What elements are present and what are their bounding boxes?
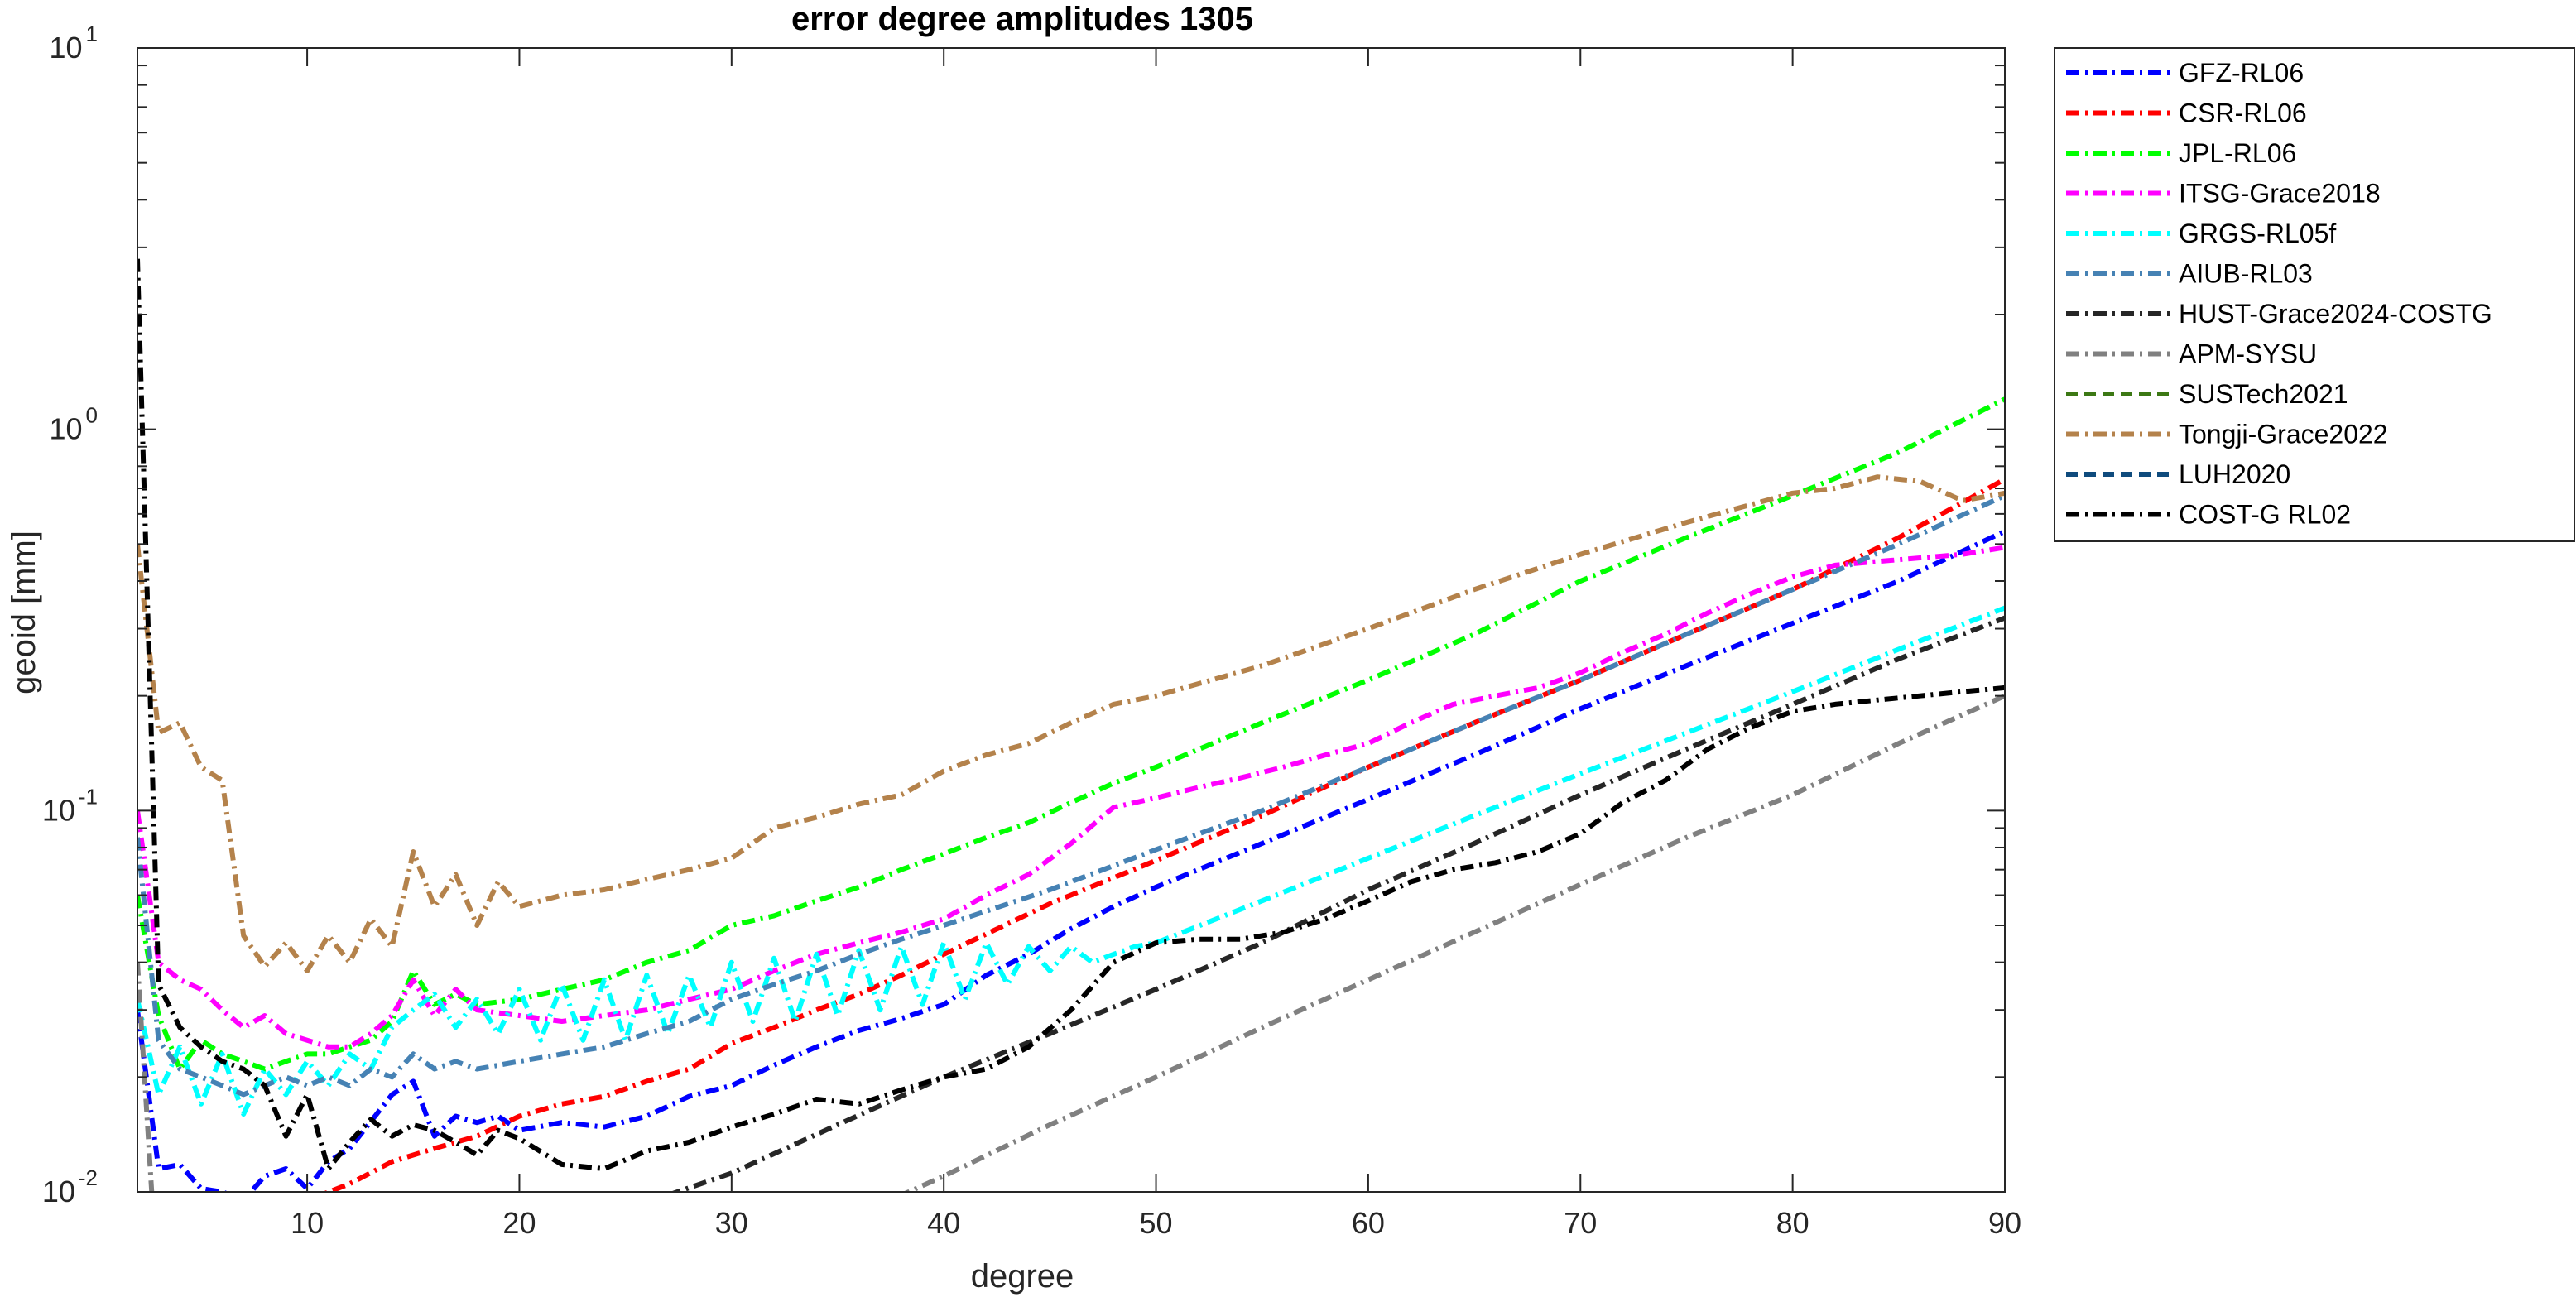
- axes-box: [137, 47, 2006, 1193]
- legend-box: [2054, 47, 2575, 542]
- legend-entry: COST-G RL02: [2179, 500, 2351, 530]
- x-tick-label: 40: [927, 1206, 960, 1240]
- x-tick-label: 90: [1988, 1206, 2021, 1240]
- series-line-tongji-grace2022: [137, 474, 2005, 973]
- series-line-gfz-rl06: [137, 529, 2005, 1192]
- legend-entry: Tongji-Grace2022: [2179, 420, 2388, 449]
- legend-entry: AIUB-RL03: [2179, 259, 2313, 289]
- series-line-cost-g-rl02: [137, 258, 2005, 1171]
- legend-entry: APM-SYSU: [2179, 339, 2317, 369]
- x-tick-label: 20: [502, 1206, 536, 1240]
- legend-entry: HUST-Grace2024-COSTG: [2179, 299, 2492, 329]
- series-line-itsg-grace2018: [137, 545, 2005, 1050]
- legend-entry: ITSG-Grace2018: [2179, 179, 2381, 209]
- legend-entry: SUSTech2021: [2179, 379, 2348, 409]
- x-tick-label: 10: [291, 1206, 324, 1240]
- legend: GFZ-RL06 CSR-RL06 JPL-RL06 ITSG-Grace2018 GR…: [2054, 47, 2575, 542]
- y-tick-exponent: 0: [86, 403, 98, 428]
- legend-entry: GFZ-RL06: [2179, 58, 2304, 88]
- y-tick-exponent: -2: [79, 1165, 98, 1190]
- y-tick-exponent: 1: [86, 22, 98, 46]
- legend-entry: JPL-RL06: [2179, 138, 2296, 168]
- y-axis-label: geoid [mm]: [6, 531, 42, 694]
- series-line-jpl-rl06: [137, 396, 2005, 1072]
- x-tick-label: 50: [1140, 1206, 1173, 1240]
- legend-entry: LUH2020: [2179, 459, 2290, 489]
- x-tick-label: 80: [1776, 1206, 1809, 1240]
- legend-entry: GRGS-RL05f: [2179, 219, 2336, 248]
- chart-title: error degree amplitudes 1305: [791, 1, 1253, 37]
- series-line-aiub-rl03: [137, 493, 2005, 1098]
- series-line-apm-sysu: [137, 693, 2005, 1192]
- x-axis-label: degree: [971, 1258, 1074, 1295]
- x-tick-label: 60: [1352, 1206, 1385, 1240]
- series-line-hust-grace2024-costg: [670, 615, 2005, 1192]
- x-tick-label: 70: [1564, 1206, 1597, 1240]
- series-line-grgs-rl05f: [137, 605, 2005, 1117]
- series-group: [137, 258, 2005, 1192]
- legend-entry: CSR-RL06: [2179, 98, 2307, 128]
- y-tick-exponent: -1: [79, 784, 98, 809]
- x-tick-label: 30: [715, 1206, 748, 1240]
